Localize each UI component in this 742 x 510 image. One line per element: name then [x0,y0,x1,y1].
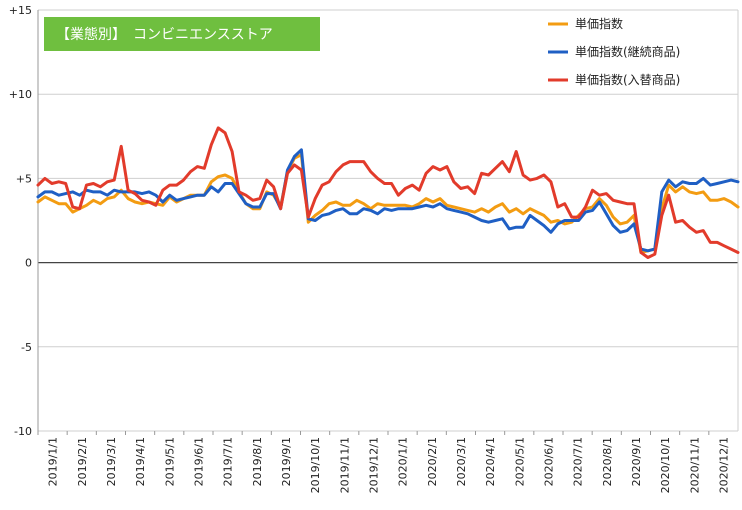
series-line-1 [36,148,740,253]
series-line-2 [36,126,740,259]
y-tick-label: 0 [25,257,32,270]
y-tick-label: -10 [14,425,32,438]
x-tick-label: 2019/11/1 [338,437,351,493]
x-tick-label: 2019/9/1 [280,437,293,486]
x-tick-label: 2020/12/1 [717,437,730,493]
x-tick-label: 2020/1/1 [397,437,410,486]
x-tick-label: 2019/10/1 [309,437,322,493]
x-tick-label: 2020/8/1 [601,437,614,486]
x-tick-label: 2020/2/1 [426,437,439,486]
x-tick-label: 2020/4/1 [484,437,497,486]
x-tick-label: 2020/5/1 [513,437,526,486]
legend-label-continued-items: 単価指数(継続商品) [575,44,680,59]
x-tick-label: 2019/1/1 [47,437,60,486]
x-tick-label: 2020/6/1 [542,437,555,486]
legend: 単価指数 単価指数(継続商品) 単価指数(入替商品) [548,16,680,87]
y-tick-label: +5 [16,172,32,185]
legend-label-replaced-items: 単価指数(入替商品) [575,72,680,87]
legend-label-unit-price: 単価指数 [575,16,623,31]
y-axis: +15 +10 +5 0 -5 -10 [9,4,39,438]
x-tick-label: 2019/4/1 [134,437,147,486]
x-tick-label: 2019/7/1 [222,437,235,486]
x-tick-label: 2019/8/1 [251,437,264,486]
series-lines [36,126,740,259]
chart-title-background [44,17,320,51]
x-tick-label: 2019/6/1 [192,437,205,486]
x-axis: 2019/1/1 2019/2/1 2019/3/1 2019/4/1 2019/5/1… [37,431,730,493]
x-tick-label: 2020/10/1 [659,437,672,493]
x-tick-label: 2019/3/1 [105,437,118,486]
chart-title: 【業態別】 コンビニエンスストア [44,17,320,51]
y-tick-label: +15 [9,4,32,17]
x-tick-label: 2019/5/1 [163,437,176,486]
x-tick-label: 2019/2/1 [76,437,89,486]
x-tick-label: 2019/12/1 [367,437,380,493]
x-tick-label: 2020/7/1 [572,437,585,486]
chart-title-text: 【業態別】 コンビニエンスストア [56,27,273,43]
y-tick-label: -5 [21,341,32,354]
x-tick-label: 2020/3/1 [455,437,468,486]
x-tick-label: 2020/9/1 [630,437,643,486]
x-tick-label: 2020/11/1 [688,437,701,493]
y-tick-label: +10 [9,88,32,101]
